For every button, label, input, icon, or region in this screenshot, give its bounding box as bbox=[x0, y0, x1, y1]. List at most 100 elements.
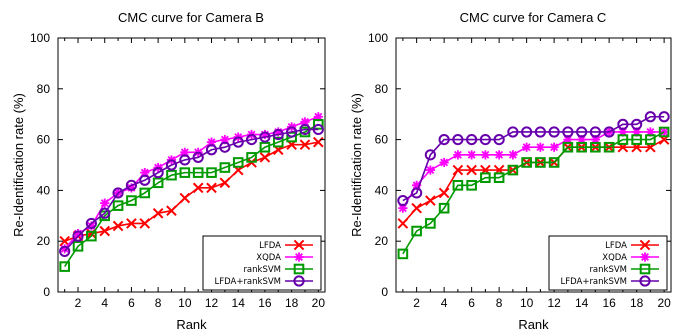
data-point-lfda-ranksvm bbox=[424, 149, 436, 161]
data-point-ranksvm bbox=[617, 134, 629, 145]
x-axis-label: Rank bbox=[176, 317, 207, 332]
data-point-lfda-ranksvm bbox=[259, 131, 271, 143]
data-point-ranksvm bbox=[112, 200, 124, 211]
data-point-ranksvm bbox=[86, 230, 97, 242]
data-point-ranksvm bbox=[232, 157, 244, 168]
data-point-xqda bbox=[140, 168, 150, 178]
chart-title: CMC curve for Camera C bbox=[460, 10, 607, 25]
x-tick-label: 4 bbox=[101, 296, 108, 310]
data-point-ranksvm bbox=[259, 141, 271, 153]
x-tick-label: 8 bbox=[155, 296, 162, 310]
x-tick-label: 18 bbox=[285, 296, 299, 310]
data-point-lfda-ranksvm bbox=[507, 126, 519, 138]
data-point-ranksvm bbox=[452, 180, 464, 191]
data-point-lfda bbox=[126, 218, 137, 229]
y-tick-label: 40 bbox=[375, 183, 389, 197]
y-tick-label: 20 bbox=[37, 234, 51, 248]
data-point-xqda bbox=[439, 157, 449, 168]
data-point-lfda-ranksvm bbox=[631, 118, 643, 130]
data-point-lfda-ranksvm bbox=[85, 217, 97, 230]
legend-marker bbox=[293, 239, 305, 251]
data-point-lfda-ranksvm bbox=[192, 151, 204, 163]
data-point-xqda bbox=[632, 127, 642, 137]
data-point-xqda bbox=[425, 165, 435, 175]
data-point-ranksvm bbox=[576, 141, 587, 153]
data-point-xqda bbox=[522, 142, 532, 152]
legend: LFDA XQDA rankSVM LFDA+rankSVM bbox=[202, 235, 322, 291]
data-point-lfda bbox=[452, 164, 464, 176]
data-point-lfda-ranksvm bbox=[205, 144, 218, 156]
legend-marker bbox=[639, 275, 651, 287]
data-point-ranksvm bbox=[480, 172, 491, 183]
data-point-lfda bbox=[425, 195, 436, 206]
data-point-lfda-ranksvm bbox=[72, 230, 84, 242]
data-point-xqda bbox=[563, 135, 573, 145]
y-tick-label: 80 bbox=[37, 82, 51, 96]
data-point-lfda-ranksvm bbox=[397, 194, 409, 207]
data-point-ranksvm bbox=[603, 141, 615, 153]
data-point-lfda-ranksvm bbox=[219, 141, 231, 153]
series-line-lfda-ranksvm bbox=[402, 115, 665, 202]
legend-label-ranksvm: rankSVM bbox=[589, 265, 627, 275]
data-point-lfda-ranksvm bbox=[152, 167, 164, 179]
data-point-xqda bbox=[412, 180, 422, 190]
data-point-ranksvm bbox=[590, 141, 601, 153]
y-axis-label: Re-Identification rate (%) bbox=[11, 93, 26, 237]
chart-title: CMC curve for Camera B bbox=[118, 10, 264, 25]
legend-label-xqda: XQDA bbox=[602, 253, 627, 263]
data-point-lfda-ranksvm bbox=[479, 134, 491, 146]
y-axis-label: Re-Identification rate (%) bbox=[349, 93, 364, 237]
x-tick-label: 12 bbox=[205, 296, 219, 310]
data-point-lfda bbox=[219, 177, 231, 189]
y-tick-label: 100 bbox=[368, 31, 388, 45]
data-point-lfda bbox=[397, 218, 409, 229]
x-tick-label: 16 bbox=[602, 296, 616, 310]
data-point-xqda bbox=[86, 221, 96, 231]
data-point-lfda-ranksvm bbox=[139, 174, 151, 186]
series-line-ranksvm bbox=[64, 123, 319, 268]
data-point-xqda bbox=[494, 150, 504, 160]
data-point-xqda bbox=[535, 142, 545, 152]
data-point-lfda-ranksvm bbox=[438, 134, 450, 146]
x-tick-label: 6 bbox=[128, 296, 135, 310]
data-point-xqda bbox=[73, 228, 83, 239]
data-point-ranksvm bbox=[658, 126, 670, 138]
data-point-lfda bbox=[466, 164, 477, 176]
legend-marker bbox=[294, 252, 304, 262]
series-group bbox=[397, 111, 670, 260]
data-point-xqda bbox=[300, 117, 310, 127]
data-point-lfda-ranksvm bbox=[112, 187, 124, 199]
data-point-lfda bbox=[152, 207, 164, 219]
legend-marker bbox=[293, 263, 305, 275]
data-point-xqda bbox=[398, 203, 408, 213]
legend-label-lfda: LFDA bbox=[605, 241, 627, 251]
data-point-lfda-ranksvm bbox=[312, 123, 324, 136]
legend-label-lfda: LFDA bbox=[259, 241, 281, 251]
series-line-lfda bbox=[64, 141, 319, 242]
data-point-xqda bbox=[206, 137, 217, 147]
data-point-ranksvm bbox=[521, 157, 532, 168]
data-point-ranksvm bbox=[166, 169, 177, 181]
data-point-lfda-ranksvm bbox=[272, 128, 284, 141]
data-point-lfda-ranksvm bbox=[562, 126, 574, 138]
legend: LFDA XQDA rankSVM LFDA+rankSVM bbox=[548, 235, 668, 291]
data-point-ranksvm bbox=[493, 172, 505, 183]
x-tick-label: 20 bbox=[312, 296, 326, 310]
series-group bbox=[59, 112, 324, 272]
data-point-lfda-ranksvm bbox=[644, 111, 656, 123]
y-tick-label: 20 bbox=[375, 234, 389, 248]
data-point-lfda-ranksvm bbox=[286, 126, 298, 138]
data-point-lfda-ranksvm bbox=[452, 134, 464, 146]
data-point-lfda bbox=[166, 205, 177, 217]
data-point-lfda-ranksvm bbox=[179, 154, 191, 166]
y-tick-label: 60 bbox=[37, 133, 51, 147]
x-tick-label: 10 bbox=[520, 296, 534, 310]
data-point-ranksvm bbox=[219, 162, 231, 173]
data-point-lfda bbox=[112, 220, 124, 232]
data-point-ranksvm bbox=[631, 134, 642, 145]
data-point-ranksvm bbox=[411, 225, 422, 237]
data-point-lfda-ranksvm bbox=[466, 134, 478, 146]
y-tick-label: 0 bbox=[43, 285, 50, 299]
data-point-ranksvm bbox=[246, 152, 257, 163]
